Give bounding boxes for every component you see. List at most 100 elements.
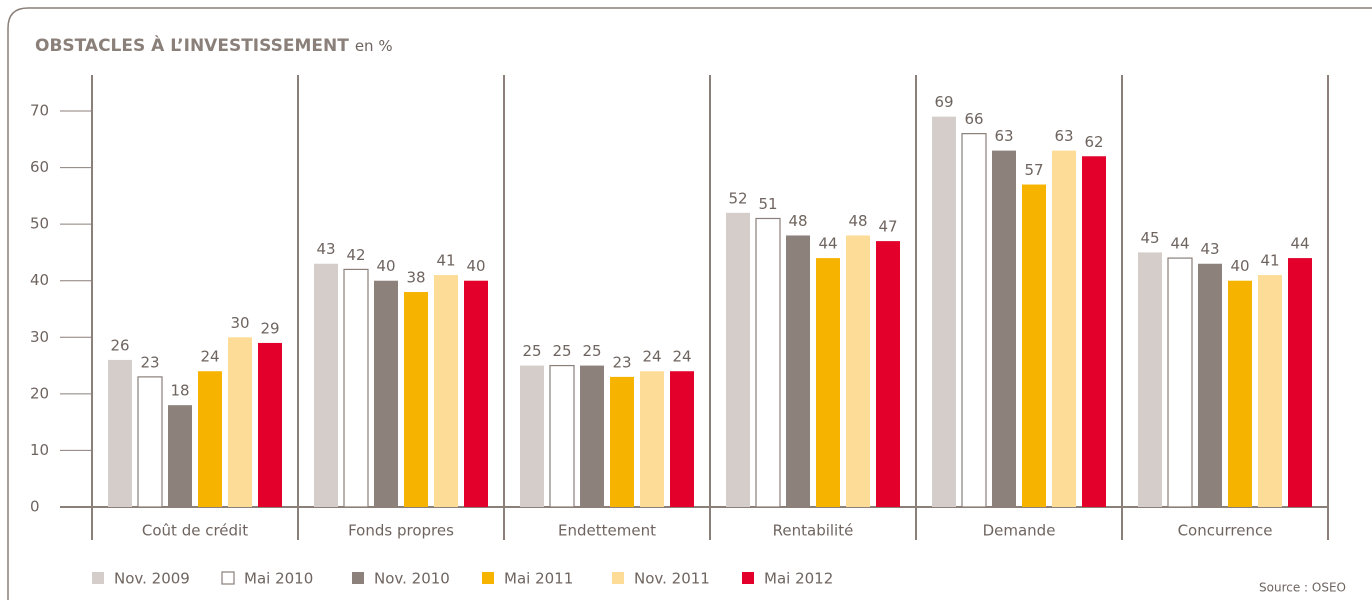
bar	[961, 133, 987, 508]
value-label: 25	[522, 342, 541, 360]
legend-swatch	[742, 572, 754, 584]
value-label: 24	[672, 348, 691, 366]
bar	[549, 364, 575, 508]
bar	[137, 376, 163, 508]
value-label: 69	[934, 93, 953, 111]
value-label: 44	[1170, 235, 1189, 253]
bar	[755, 217, 781, 508]
bar	[1022, 184, 1046, 508]
value-label: 40	[1230, 257, 1249, 275]
frame	[7, 7, 1372, 600]
bar	[464, 280, 488, 507]
bar	[520, 365, 544, 507]
legend-swatch	[352, 572, 364, 584]
bar	[258, 342, 282, 507]
x-tick-label: Coût de crédit	[142, 522, 248, 540]
bar	[1052, 150, 1076, 507]
value-label: 23	[612, 353, 631, 371]
legend-label: Mai 2010	[244, 570, 313, 588]
bar	[228, 337, 252, 507]
value-label: 40	[466, 257, 485, 275]
value-label: 48	[848, 212, 867, 230]
bar	[1258, 275, 1282, 507]
bar	[670, 371, 694, 507]
y-tick-label: 50	[30, 215, 49, 233]
value-label: 40	[376, 257, 395, 275]
bar	[1288, 258, 1312, 507]
bar	[786, 235, 810, 507]
y-tick-label: 20	[30, 384, 49, 402]
y-tick-label: 40	[30, 271, 49, 289]
y-tick-label: 60	[30, 158, 49, 176]
bar	[816, 258, 840, 507]
legend-swatch	[612, 572, 624, 584]
value-label: 57	[1024, 161, 1043, 179]
value-label: 48	[788, 212, 807, 230]
source: Source : OSEO	[1259, 581, 1346, 595]
bar	[1228, 280, 1252, 507]
legend-label: Nov. 2011	[634, 570, 710, 588]
value-label: 52	[728, 189, 747, 207]
value-label: 41	[436, 252, 455, 270]
bar	[1167, 257, 1193, 508]
chart-title: OBSTACLES À L’INVESTISSEMENT en %	[35, 34, 393, 56]
value-label: 23	[140, 353, 159, 371]
legend-label: Nov. 2009	[114, 570, 190, 588]
x-tick-label: Demande	[983, 522, 1056, 540]
legend-swatch	[482, 572, 494, 584]
value-label: 66	[964, 110, 983, 128]
value-label: 25	[552, 342, 571, 360]
value-label: 63	[994, 127, 1013, 145]
bar	[198, 371, 222, 507]
y-tick-label: 70	[30, 102, 49, 120]
value-label: 29	[260, 319, 279, 337]
value-label: 62	[1084, 133, 1103, 151]
value-label: 41	[1260, 252, 1279, 270]
value-label: 44	[818, 235, 837, 253]
subtitle: en %	[355, 37, 393, 55]
value-label: 47	[878, 218, 897, 236]
value-label: 24	[200, 348, 219, 366]
bar	[434, 275, 458, 507]
value-label: 43	[316, 240, 335, 258]
bar	[580, 365, 604, 507]
value-label: 38	[406, 269, 425, 287]
legend-label: Mai 2011	[504, 570, 573, 588]
bar	[314, 263, 338, 507]
value-label: 63	[1054, 127, 1073, 145]
bar	[846, 235, 870, 507]
value-label: 43	[1200, 240, 1219, 258]
bar	[1198, 263, 1222, 507]
title: OBSTACLES À L’INVESTISSEMENT	[35, 34, 349, 56]
x-tick-label: Endettement	[558, 522, 656, 540]
value-label: 30	[230, 314, 249, 332]
legend-swatch	[221, 571, 235, 585]
bar	[640, 371, 664, 507]
bar	[404, 292, 428, 507]
bar	[343, 268, 369, 508]
bar	[1138, 252, 1162, 507]
bar	[610, 376, 634, 507]
bar	[168, 405, 192, 507]
bar	[992, 150, 1016, 507]
value-label: 25	[582, 342, 601, 360]
value-label: 42	[346, 246, 365, 264]
value-label: 18	[170, 382, 189, 400]
value-label: 45	[1140, 229, 1159, 247]
value-label: 51	[758, 195, 777, 213]
bar	[1082, 156, 1106, 507]
x-tick-label: Rentabilité	[773, 522, 854, 540]
value-label: 26	[110, 336, 129, 354]
legend-swatch	[92, 572, 104, 584]
bar	[374, 280, 398, 507]
bar	[726, 212, 750, 508]
x-tick-label: Concurrence	[1178, 522, 1273, 540]
y-tick-label: 30	[30, 328, 49, 346]
bar	[932, 116, 956, 508]
value-label: 44	[1290, 235, 1309, 253]
bar	[108, 359, 132, 507]
y-tick-label: 0	[30, 498, 40, 516]
value-label: 24	[642, 348, 661, 366]
x-tick-label: Fonds propres	[348, 522, 454, 540]
